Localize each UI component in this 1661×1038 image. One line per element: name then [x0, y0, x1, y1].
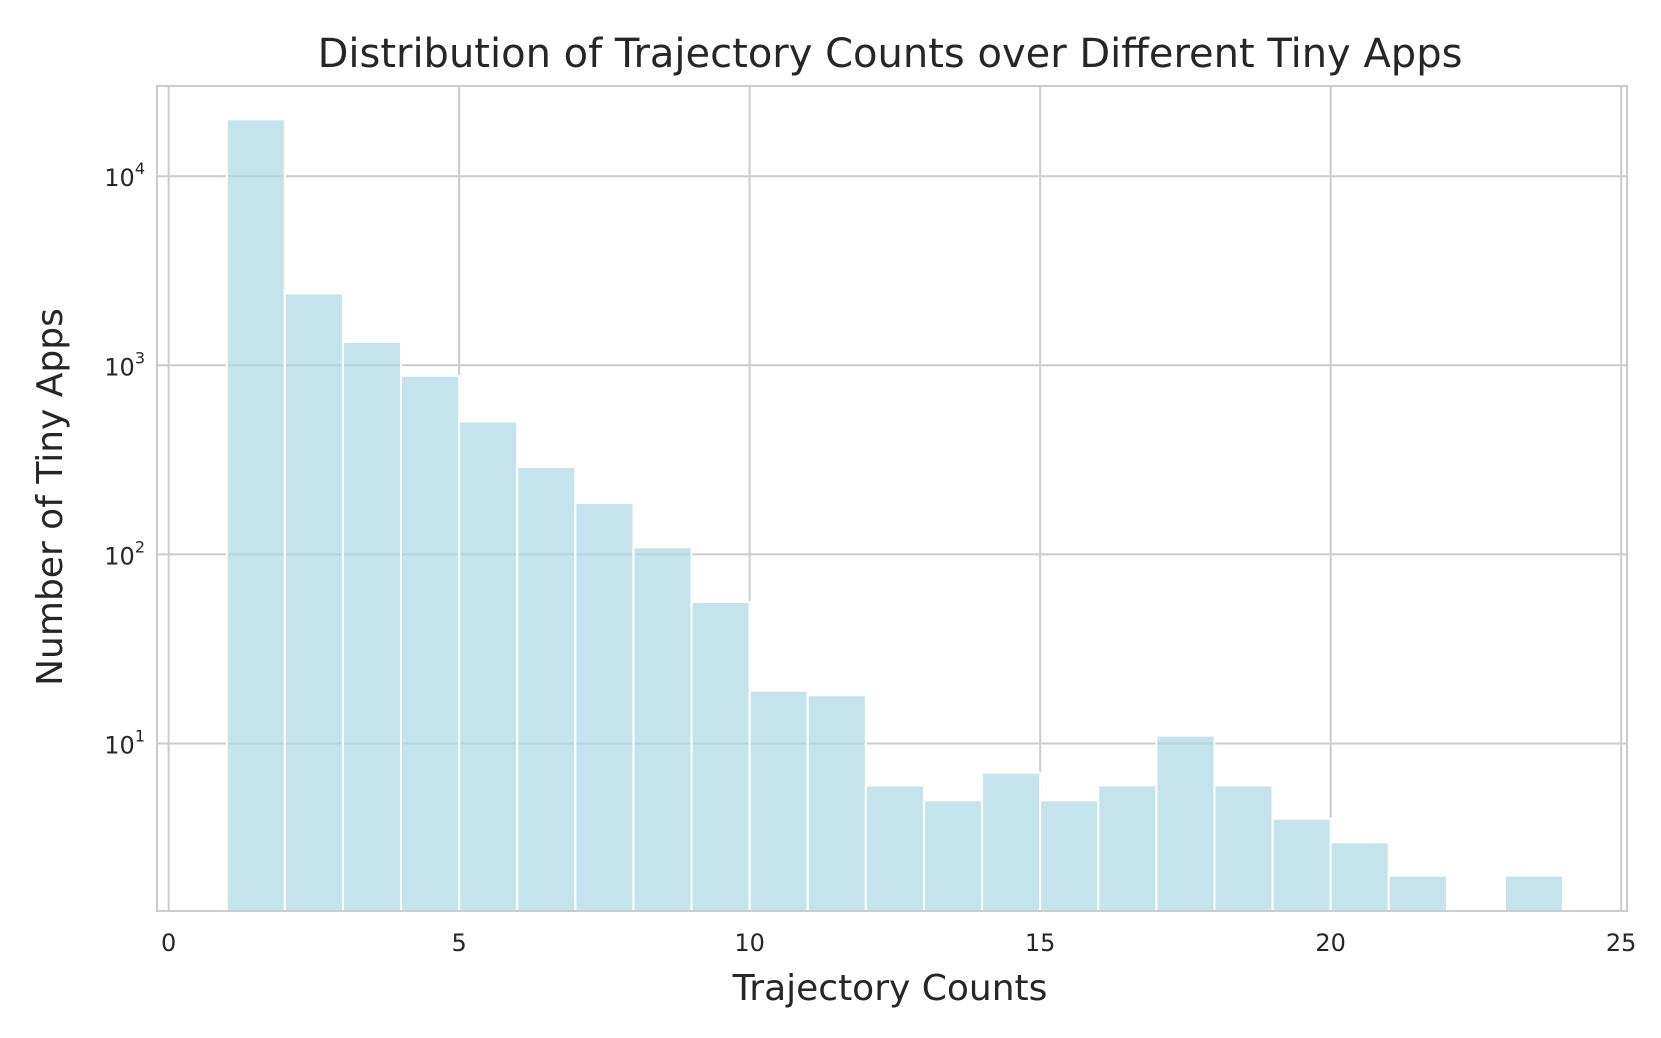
histogram-bar	[981, 771, 1042, 912]
histogram-bar	[458, 420, 519, 912]
y-tick-base: 10	[104, 731, 135, 759]
plot-frame	[156, 85, 1628, 912]
histogram-bar	[400, 374, 461, 912]
x-tick-label: 0	[161, 929, 176, 957]
histogram-bar	[574, 501, 635, 912]
histogram-bar	[1329, 841, 1390, 913]
histogram-bar	[690, 600, 751, 912]
histogram-bar	[1271, 817, 1332, 912]
y-tick-base: 10	[104, 353, 135, 381]
histogram-bar	[1155, 734, 1216, 912]
histogram-bar	[922, 799, 984, 912]
histogram-bars	[225, 118, 1565, 913]
histogram-bar	[1213, 784, 1274, 912]
histogram-bar	[1387, 874, 1448, 913]
y-axis-label: Number of Tiny Apps	[30, 308, 71, 686]
y-tick-label: 104	[104, 159, 145, 192]
histogram-bar	[748, 689, 809, 913]
histogram-bar	[1503, 874, 1565, 913]
histogram-bar	[516, 465, 577, 912]
x-tick-label: 20	[1315, 929, 1346, 957]
x-axis-label: Trajectory Counts	[732, 968, 1048, 1009]
chart-title: Distribution of Trajectory Counts over D…	[318, 31, 1463, 77]
x-tick-label: 5	[451, 929, 466, 957]
histogram-bar	[341, 340, 403, 913]
histogram-bar	[1039, 799, 1100, 912]
y-tick-exponent: 2	[135, 537, 145, 556]
histogram-bar	[632, 546, 693, 913]
histogram-bar	[1097, 784, 1158, 912]
x-tick-label: 10	[734, 929, 765, 957]
histogram-bar	[806, 694, 867, 912]
y-tick-exponent: 4	[135, 159, 145, 178]
y-tick-label: 101	[104, 726, 145, 759]
y-tick-base: 10	[104, 164, 135, 192]
y-tick-base: 10	[104, 542, 135, 570]
histogram-bar	[283, 292, 344, 913]
y-tick-exponent: 1	[135, 726, 145, 745]
histogram-bar	[225, 118, 286, 912]
x-tick-labels: 0 5 10 15 20 25	[161, 929, 1636, 957]
x-tick-label: 15	[1025, 929, 1056, 957]
y-tick-label: 102	[104, 537, 145, 570]
x-tick-label: 25	[1606, 929, 1637, 957]
y-tick-exponent: 3	[135, 348, 145, 367]
y-tick-label: 103	[104, 348, 145, 381]
histogram-bar	[864, 784, 925, 912]
